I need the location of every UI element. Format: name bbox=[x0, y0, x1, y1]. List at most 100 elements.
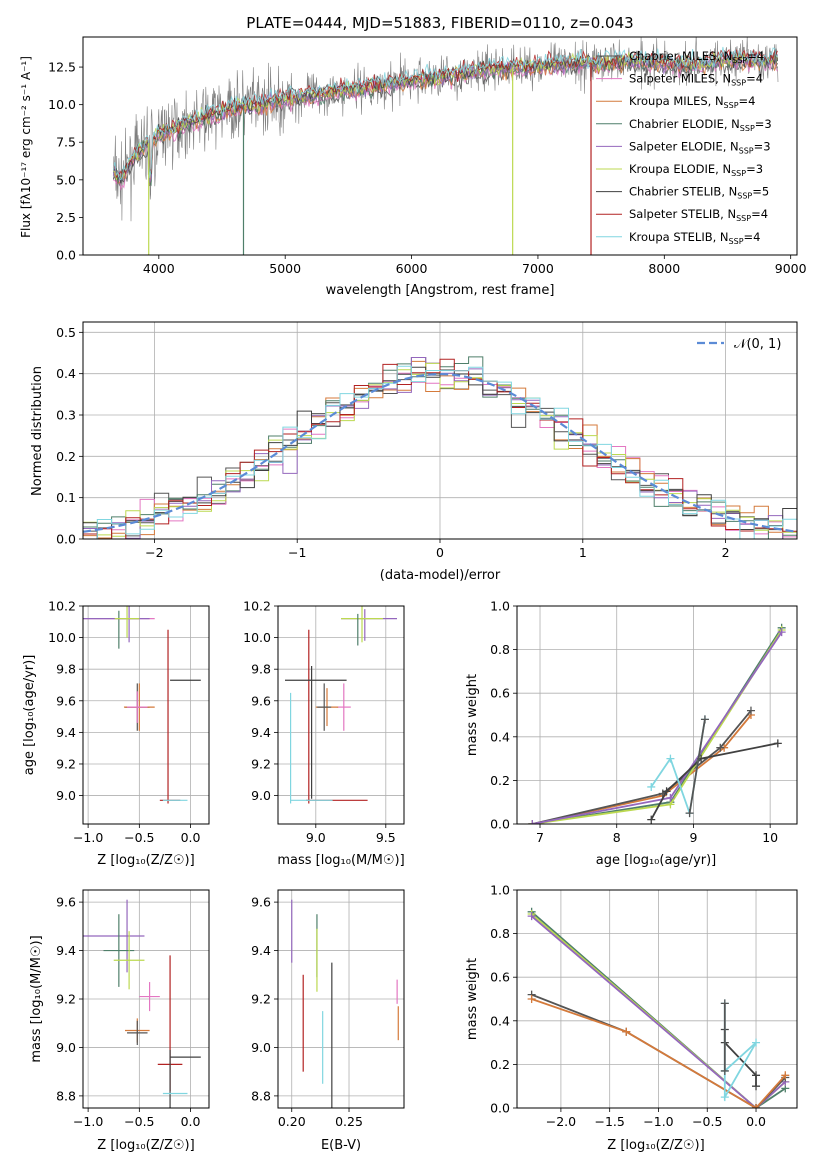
model-spectrum-line bbox=[113, 48, 778, 178]
y-tick-label: 1.0 bbox=[490, 883, 510, 898]
age-z-xlabel: Z [log₁₀(Z/Z☉)] bbox=[97, 853, 194, 868]
weight-marker bbox=[622, 1027, 631, 1036]
x-tick-label: 4000 bbox=[143, 261, 175, 276]
mass-z-xlabel: Z [log₁₀(Z/Z☉)] bbox=[97, 1138, 194, 1153]
legend-label: Salpeter ELODIE, NSSP=3 bbox=[629, 139, 771, 155]
y-tick-label: 0.2 bbox=[56, 449, 76, 464]
x-tick-label: 0 bbox=[436, 545, 444, 560]
errorbar-point bbox=[114, 606, 140, 638]
y-tick-label: 0.0 bbox=[56, 248, 76, 263]
y-tick-label: 0.8 bbox=[490, 926, 510, 941]
model-spectrum-line bbox=[113, 54, 778, 191]
y-tick-label: 7.5 bbox=[56, 135, 76, 150]
y-tick-label: 10.0 bbox=[48, 630, 76, 645]
legend-label: 𝒩(0, 1) bbox=[734, 337, 781, 352]
y-tick-label: 9.6 bbox=[251, 693, 271, 708]
y-tick-label: 9.2 bbox=[251, 756, 271, 771]
plot-area bbox=[83, 899, 201, 1108]
weight-marker bbox=[647, 815, 656, 824]
legend-label: Salpeter STELIB, NSSP=4 bbox=[629, 207, 768, 223]
x-tick-label: −0.5 bbox=[124, 830, 154, 845]
errorbar-point bbox=[127, 691, 148, 723]
plot-area bbox=[83, 606, 201, 804]
y-tick-label: 0.5 bbox=[56, 325, 76, 340]
residuals-panel: −2 −1 0 1 2 0.0 0.1 0.2 0.3 0.4 0.5 𝒩(0, 1) bbox=[56, 321, 798, 560]
weight-marker bbox=[752, 1082, 761, 1091]
weight-marker bbox=[662, 787, 671, 796]
axes-frame bbox=[516, 605, 798, 825]
y-tick-label: 9.0 bbox=[251, 788, 271, 803]
plot-area bbox=[285, 606, 397, 804]
x-tick-label: 9.5 bbox=[376, 830, 396, 845]
weight-series-line bbox=[531, 911, 786, 1108]
normal-curve bbox=[83, 372, 797, 533]
y-tick-label: 0.3 bbox=[56, 408, 76, 423]
y-tick-label: 0.0 bbox=[490, 817, 510, 832]
x-tick-label: 0.0 bbox=[746, 1114, 766, 1129]
y-tick-label: 9.0 bbox=[56, 1040, 76, 1055]
x-tick-label: 7 bbox=[536, 830, 544, 845]
weight-vs-age-panel: 7 8 9 10 0.0 0.2 0.4 0.6 0.8 1.0 bbox=[490, 599, 798, 845]
y-tick-label: 0.0 bbox=[56, 532, 76, 547]
y-tick-label: 0.4 bbox=[490, 729, 510, 744]
weight-age-xlabel: age [log₁₀(age/yr)] bbox=[596, 853, 717, 868]
y-tick-label: 10.2 bbox=[48, 599, 76, 614]
plot-area bbox=[527, 907, 790, 1108]
weight-series-line bbox=[688, 719, 706, 814]
model-spectrum-line bbox=[112, 46, 778, 181]
y-tick-label: 9.6 bbox=[251, 895, 271, 910]
mass-vs-metallicity-panel: −1.0 −0.5 0.0 8.8 9.0 9.2 9.4 9.6 bbox=[56, 889, 210, 1129]
y-tick-label: 0.0 bbox=[490, 1101, 510, 1116]
x-tick-label: −1 bbox=[288, 545, 306, 560]
x-tick-label: −1.0 bbox=[643, 1114, 673, 1129]
mass-vs-reddening-panel: 0.20 0.25 8.8 9.0 9.2 9.4 9.6 bbox=[251, 889, 405, 1129]
age-vs-mass-panel: 9.0 9.5 9.0 9.2 9.4 9.6 9.8 10.0 10.2 bbox=[243, 599, 405, 845]
legend-label: Chabrier ELODIE, NSSP=3 bbox=[629, 117, 772, 133]
weight-series-line bbox=[531, 915, 786, 1108]
axes-frame bbox=[277, 605, 405, 825]
y-tick-label: 9.6 bbox=[56, 895, 76, 910]
y-tick-label: 9.4 bbox=[251, 943, 271, 958]
spectrum-xlabel: wavelength [Angstrom, rest frame] bbox=[326, 283, 555, 298]
x-tick-label: 6000 bbox=[396, 261, 428, 276]
legend-label: Chabrier STELIB, NSSP=5 bbox=[629, 185, 769, 201]
x-tick-label: −0.5 bbox=[692, 1114, 722, 1129]
residuals-xlabel: (data-model)/error bbox=[380, 568, 501, 583]
y-tick-label: 0.2 bbox=[490, 773, 510, 788]
weight-marker bbox=[528, 820, 537, 824]
x-tick-label: −2.0 bbox=[546, 1114, 576, 1129]
x-tick-label: −1.0 bbox=[73, 830, 103, 845]
y-tick-label: 8.8 bbox=[251, 1088, 271, 1103]
residuals-ylabel: Normed distribution bbox=[30, 366, 45, 496]
age-vs-metallicity-panel: −1.0 −0.5 0.0 9.0 9.2 9.4 9.6 9.8 10.0 10.2 bbox=[48, 599, 210, 845]
x-tick-label: 9000 bbox=[775, 261, 807, 276]
x-tick-label: 7000 bbox=[522, 261, 554, 276]
weight-marker bbox=[752, 1104, 761, 1108]
y-tick-label: 0.2 bbox=[490, 1057, 510, 1072]
plot-area bbox=[291, 899, 399, 1108]
spectrum-ylabel: Flux [fλ10⁻¹⁷ erg cm⁻² s⁻¹ A⁻¹] bbox=[19, 56, 33, 238]
x-tick-label: −0.5 bbox=[124, 1114, 154, 1129]
weight-marker bbox=[781, 1071, 790, 1080]
spectrum-panel: 4000 5000 6000 7000 8000 9000 0.0 2.5 5.0 7.5 10.0… bbox=[48, 36, 807, 276]
weight-marker bbox=[685, 809, 694, 818]
weight-vs-metallicity-panel: −2.0 −1.5 −1.0 −0.5 0.0 0.0 0.2 0.4 0.6 0.8 1.0 bbox=[490, 883, 798, 1129]
axes-frame bbox=[82, 36, 798, 256]
errorbar-point bbox=[336, 683, 351, 731]
x-tick-label: 8 bbox=[613, 830, 621, 845]
y-tick-label: 10.0 bbox=[243, 630, 271, 645]
weight-marker bbox=[527, 995, 536, 1003]
mass-ebv-xlabel: E(B-V) bbox=[321, 1138, 361, 1153]
y-tick-label: 9.0 bbox=[56, 788, 76, 803]
y-tick-label: 5.0 bbox=[56, 172, 76, 187]
y-tick-label: 0.4 bbox=[56, 366, 76, 381]
residual-histogram bbox=[83, 358, 797, 539]
weight-series-line bbox=[532, 714, 752, 824]
x-tick-label: 5000 bbox=[269, 261, 301, 276]
axes-frame bbox=[82, 605, 210, 825]
plot-area bbox=[112, 37, 779, 255]
legend-label: Kroupa ELODIE, NSSP=3 bbox=[629, 162, 763, 178]
x-tick-label: −1.5 bbox=[595, 1114, 625, 1129]
weight-marker bbox=[777, 628, 786, 637]
